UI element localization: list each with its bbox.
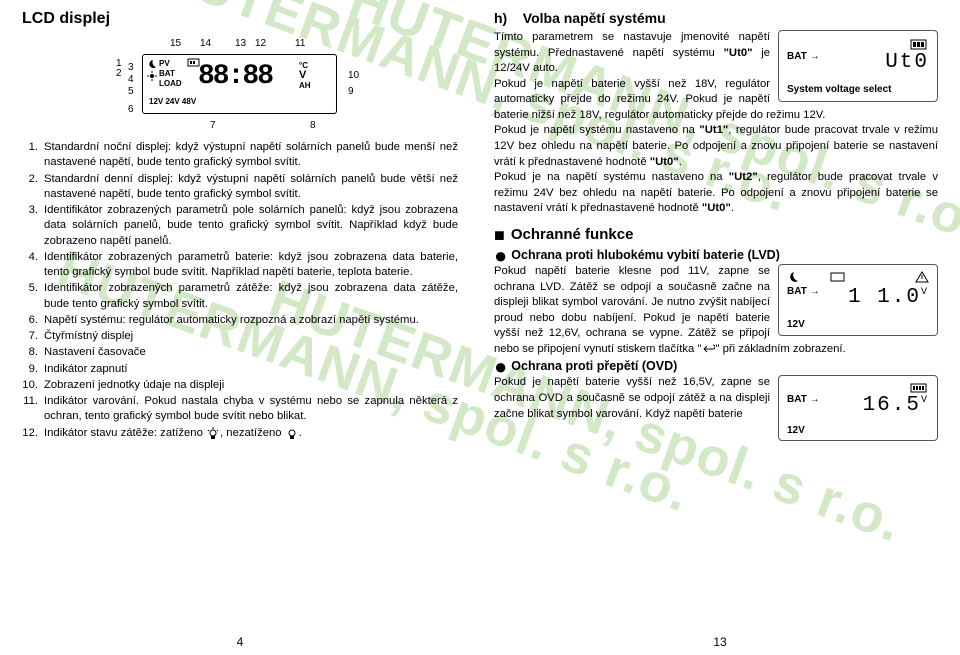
bulb-off-icon <box>285 427 299 439</box>
lvd-heading: ●Ochrana proti hlubokému vybití baterie … <box>494 246 938 264</box>
lcd-v: V <box>299 69 306 81</box>
callout-8: 8 <box>310 120 316 131</box>
arrow-icon: → <box>810 286 820 297</box>
list-item: 11.Indikátor varování. Pokud nastala chy… <box>22 394 458 425</box>
lcd-diagram: 15 14 13 12 11 1 2 3 4 5 6 10 9 7 8 PV B… <box>110 32 370 132</box>
section-letter: h) <box>494 10 507 26</box>
list-item: 4.Identifikátor zobrazených parametrů ba… <box>22 250 458 281</box>
lcd-title: LCD displej <box>22 10 458 28</box>
callout-6: 6 <box>128 104 134 115</box>
list-item: 1.Standardní noční displej: když výstupn… <box>22 140 458 171</box>
right-column: h) Volba napětí systému BAT → Ut0 System… <box>480 0 960 655</box>
numbered-list: 1.Standardní noční displej: když výstupn… <box>22 140 458 441</box>
arrow-icon: → <box>810 394 820 405</box>
left-column: LCD displej 15 14 13 12 11 1 2 3 4 5 6 1… <box>0 0 480 655</box>
callout-3: 3 <box>128 62 134 73</box>
display-lvd: BAT → 1 1.0V 12V <box>778 264 938 336</box>
seg-165: 16.5V <box>863 394 929 417</box>
battery-icon <box>909 382 929 394</box>
item12-pre: Indikátor stavu zátěže: zatíženo <box>44 427 206 439</box>
display-ovd: BAT → 16.5V 12V <box>778 375 938 441</box>
display-ut0: BAT → Ut0 System voltage select <box>778 30 938 102</box>
page-number-left: 4 <box>237 635 244 649</box>
list-item: 2.Standardní denní displej: když výstupn… <box>22 172 458 203</box>
callout-5: 5 <box>128 86 134 97</box>
para-h3: Pokud je napětí systému nastaveno na "Ut… <box>494 123 938 170</box>
callout-12: 12 <box>255 38 266 49</box>
lcd-ah: AH <box>299 81 311 90</box>
callout-15: 15 <box>170 38 181 49</box>
seg-110: 1 1.0V <box>848 286 929 309</box>
callout-11: 11 <box>295 38 305 49</box>
lcd-seg: 88:88 <box>198 61 272 92</box>
volt-12v: 12V <box>787 319 929 330</box>
sys-voltage-label: System voltage select <box>787 84 929 95</box>
volt-12v: 12V <box>787 425 929 436</box>
bat-label: BAT <box>787 286 807 297</box>
section-title: Volba napětí systému <box>523 10 666 26</box>
moon-icon <box>147 59 157 69</box>
list-item: 9.Indikátor zapnutí <box>22 362 458 377</box>
list-item: 6.Napětí systému: regulátor automaticky … <box>22 313 458 328</box>
lcd-pv: PV <box>159 59 170 68</box>
battery-empty-icon <box>829 271 847 283</box>
callout-9: 9 <box>348 86 354 97</box>
item12-mid: , nezatíženo <box>220 427 285 439</box>
para-h4: Pokud je na napětí systému nastaveno na … <box>494 170 938 217</box>
bulb-on-icon <box>206 427 220 439</box>
return-icon <box>701 343 715 355</box>
battery-icon <box>187 57 201 67</box>
lcd-load: LOAD <box>159 79 182 88</box>
callout-7: 7 <box>210 120 216 131</box>
battery-icon <box>909 37 929 51</box>
list-item: 5.Identifikátor zobrazených parametrů zá… <box>22 281 458 312</box>
ovd-heading: ●Ochrana proti přepětí (OVD) <box>494 357 938 375</box>
bat-label: BAT <box>787 51 807 62</box>
seg-ut0: Ut0 <box>885 51 929 74</box>
list-item: 12. Indikátor stavu zátěže: zatíženo , n… <box>22 426 458 441</box>
list-item: 8.Nastavení časovače <box>22 345 458 360</box>
square-bullet-icon: ■ <box>494 225 505 245</box>
ochranne-funkce-heading: ■Ochranné funkce <box>494 225 938 246</box>
list-item: 7.Čtyřmístný displej <box>22 329 458 344</box>
page-number-right: 13 <box>713 635 726 649</box>
arrow-icon: → <box>810 51 820 62</box>
callout-2: 2 <box>116 68 122 79</box>
callout-13: 13 <box>235 38 246 49</box>
list-item: 10.Zobrazení jednotky údaje na displeji <box>22 378 458 393</box>
section-h-heading: h) Volba napětí systému <box>494 10 938 26</box>
lcd-volts: 12V 24V 48V <box>149 97 196 106</box>
callout-14: 14 <box>200 38 211 49</box>
list-item: 3.Identifikátor zobrazených parametrů po… <box>22 203 458 249</box>
warning-icon <box>915 271 929 283</box>
sun-icon <box>147 71 157 81</box>
bat-label: BAT <box>787 394 807 405</box>
lcd-bat: BAT <box>159 69 175 78</box>
callout-4: 4 <box>128 74 134 85</box>
callout-10: 10 <box>348 70 359 81</box>
moon-icon <box>787 271 799 283</box>
item12-post: . <box>299 427 302 439</box>
lcd-screen: PV BAT LOAD 12V 24V 48V 88:88 °C V AH <box>142 54 337 114</box>
